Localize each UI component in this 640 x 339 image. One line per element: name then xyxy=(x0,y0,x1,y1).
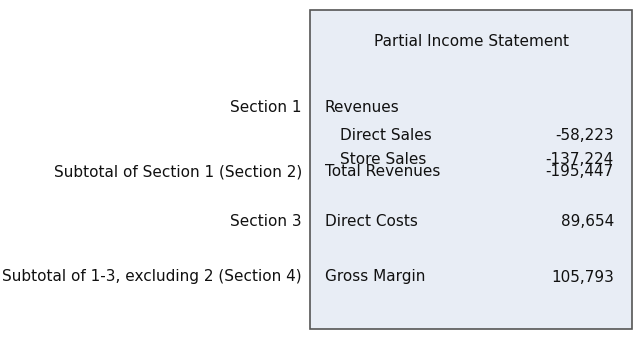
Text: 89,654: 89,654 xyxy=(561,214,614,228)
Text: Store Sales: Store Sales xyxy=(340,153,426,167)
Text: -58,223: -58,223 xyxy=(556,127,614,142)
Text: -137,224: -137,224 xyxy=(546,153,614,167)
Text: Direct Costs: Direct Costs xyxy=(325,214,418,228)
Text: Subtotal of 1-3, excluding 2 (Section 4): Subtotal of 1-3, excluding 2 (Section 4) xyxy=(3,270,302,284)
Text: Subtotal of Section 1 (Section 2): Subtotal of Section 1 (Section 2) xyxy=(54,164,302,179)
Text: 105,793: 105,793 xyxy=(551,270,614,284)
Text: Partial Income Statement: Partial Income Statement xyxy=(374,35,568,49)
Text: -195,447: -195,447 xyxy=(546,164,614,179)
Text: Gross Margin: Gross Margin xyxy=(325,270,426,284)
Text: Revenues: Revenues xyxy=(325,100,400,115)
Text: Section 3: Section 3 xyxy=(230,214,302,228)
Text: Total Revenues: Total Revenues xyxy=(325,164,440,179)
Bar xyxy=(310,10,632,329)
Text: Direct Sales: Direct Sales xyxy=(340,127,432,142)
Text: Section 1: Section 1 xyxy=(230,100,302,115)
